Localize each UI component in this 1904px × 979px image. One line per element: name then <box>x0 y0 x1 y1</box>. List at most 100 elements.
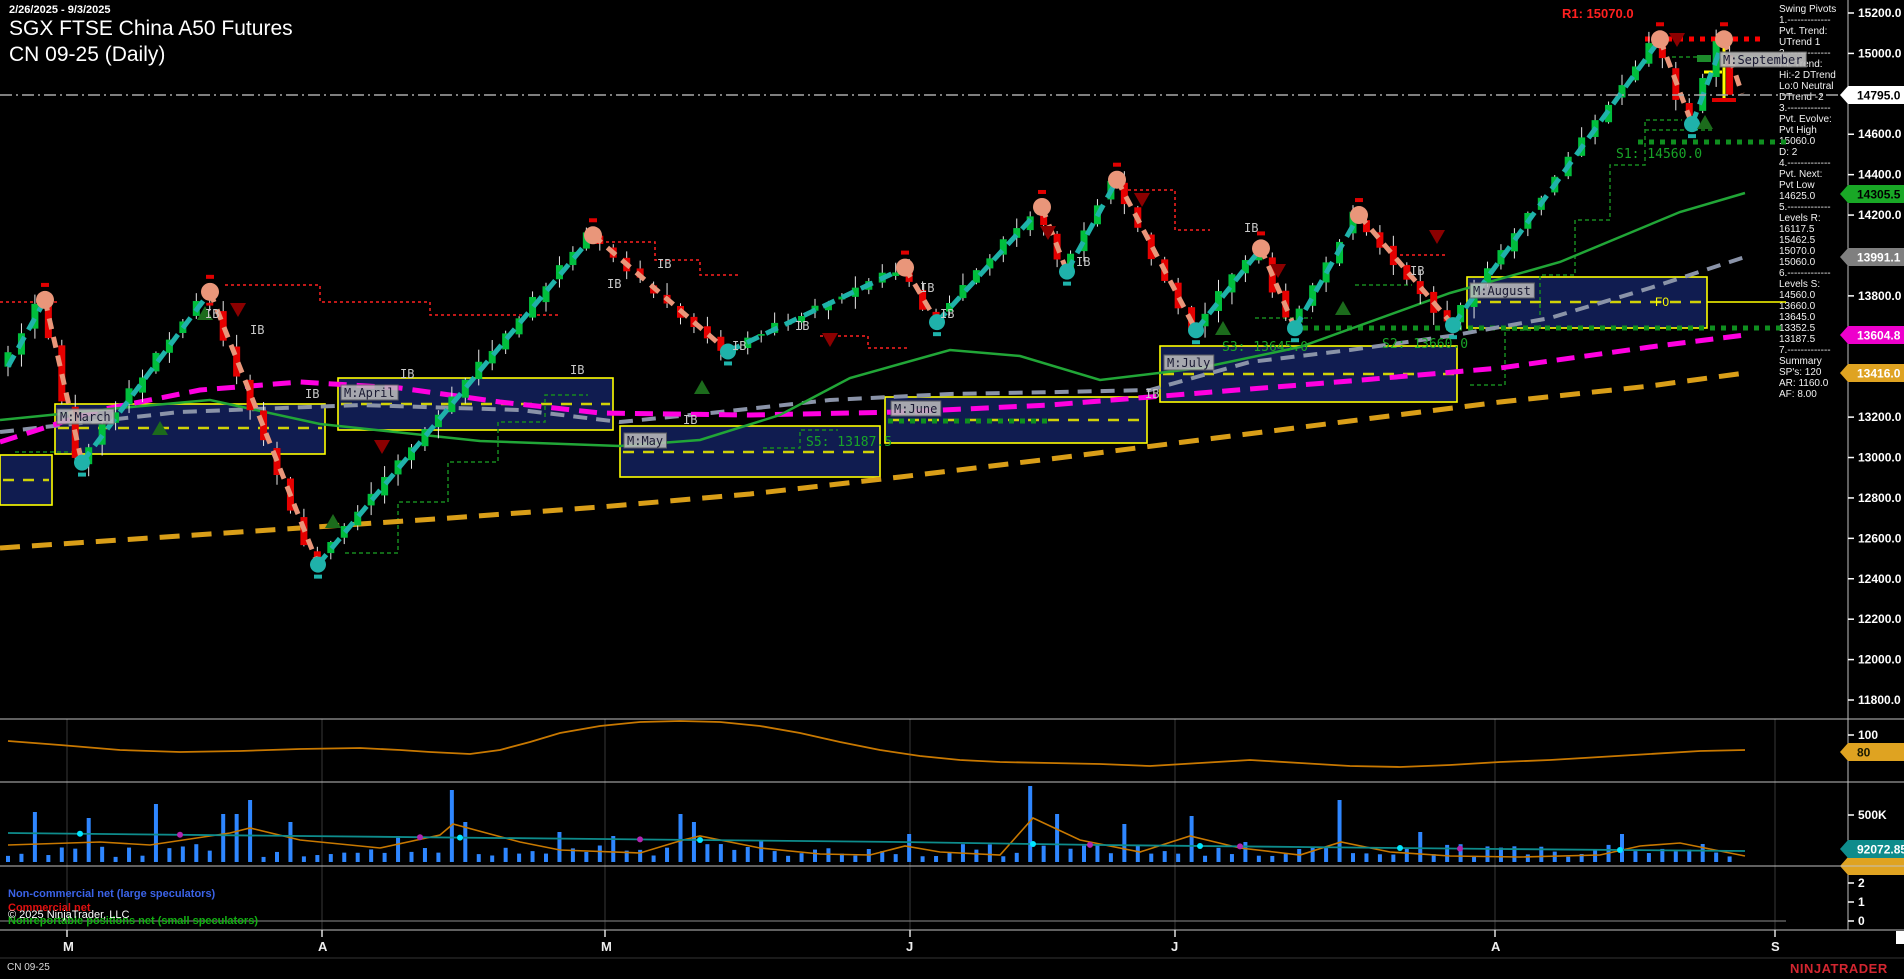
upswing-line <box>935 205 1044 324</box>
level-label: S2: 13660.0 <box>1382 337 1468 352</box>
oi-dot-cyan <box>1197 843 1203 849</box>
price-marker-box <box>1840 743 1904 761</box>
volume-bar <box>530 851 535 862</box>
ib-label: IB <box>1145 387 1159 401</box>
candle-body <box>1215 291 1222 311</box>
pivot-low-marker <box>1059 263 1075 280</box>
candle-body <box>152 352 160 372</box>
axis-tick-label: 13800.0 <box>1858 289 1902 303</box>
ib-label: IB <box>400 367 414 381</box>
candle-body <box>488 351 496 364</box>
pivot-low-marker <box>310 556 326 573</box>
ma-green <box>0 191 1746 448</box>
pivot-high-marker <box>584 226 602 245</box>
level-label: S3: 13645.0 <box>1222 340 1308 355</box>
candle-body <box>125 388 133 405</box>
ib-label: IB <box>795 319 809 333</box>
candle-body <box>98 424 106 445</box>
month-zone-label: M:June <box>894 402 937 416</box>
signal-triangles-layer <box>152 33 1713 528</box>
volume-bar <box>100 846 105 862</box>
chart-title: SGX FTSE China A50 Futures <box>9 17 293 40</box>
volume-bar <box>1418 832 1423 862</box>
time-axis-label: S <box>1771 939 1780 954</box>
swing-pivots-line: 4.------------- <box>1779 158 1831 169</box>
candle-body <box>1645 43 1653 64</box>
swing-pivots-line: 15462.5 <box>1779 235 1816 246</box>
volume-bar <box>328 854 333 862</box>
pivot-high-marker <box>201 282 219 301</box>
volume-bar <box>1633 851 1638 862</box>
volume-bar <box>153 804 158 862</box>
time-axis-label: A <box>1491 939 1501 954</box>
swing-pivots-line: 7.------------- <box>1779 345 1831 356</box>
volume-bar <box>1660 848 1665 862</box>
axis-scroll-handle[interactable] <box>1896 931 1904 944</box>
candle-body <box>313 551 321 561</box>
ninjatrader-logo: NINJATRADER <box>1790 961 1888 976</box>
down-triangle-marker <box>1134 193 1150 207</box>
swing-pivots-line: Swing Pivots <box>1779 4 1837 15</box>
upswing-line <box>316 233 595 567</box>
axis-tick-label: 2 <box>1858 876 1865 890</box>
axis-layer: 15200.015000.014800.014600.014400.014200… <box>0 0 1904 931</box>
candle-body <box>165 339 173 353</box>
ib-label: IB <box>570 363 584 377</box>
candle-body <box>206 302 214 306</box>
volume-bar <box>584 851 589 862</box>
candle-body <box>1658 44 1666 59</box>
volume-bar <box>167 848 172 862</box>
up-triangle-marker <box>1335 301 1351 315</box>
candle-body <box>354 511 362 526</box>
candle-body <box>972 270 980 283</box>
candle-body <box>58 345 66 402</box>
volume-bar <box>678 814 683 862</box>
candle-body <box>1255 256 1263 261</box>
up-triangle-marker <box>197 306 213 320</box>
green-trail-line <box>1470 119 1682 386</box>
candle-body <box>273 448 281 475</box>
axis-tick-label: 12200.0 <box>1858 612 1902 626</box>
volume-bar <box>1068 848 1073 862</box>
pivot-low-marker <box>74 454 90 471</box>
candle-body <box>340 526 348 538</box>
upswing-line <box>726 265 907 354</box>
volume-bar <box>570 848 575 862</box>
volume-bar <box>476 854 481 862</box>
ib-label: IB <box>1410 264 1424 278</box>
downswing-line <box>1258 247 1298 330</box>
candle-body <box>824 303 832 311</box>
legend-commercial-net: Commercial net <box>8 902 91 914</box>
upswing-line <box>1194 246 1263 332</box>
month-zone-label-bg <box>1163 354 1215 371</box>
volume-bar <box>86 818 91 862</box>
month-zone-label-bg <box>890 400 942 417</box>
volume-bar <box>1579 854 1584 862</box>
downswing-line <box>42 299 85 464</box>
month-zone-label: M:August <box>1473 284 1531 298</box>
chart-labels-layer: M:March M:April M:May M:June M:July M:August M… <box>56 6 1807 450</box>
swing-pivots-line: 13352.5 <box>1779 323 1816 334</box>
volume-bar <box>651 855 656 862</box>
swing-pivots-line: 13645.0 <box>1779 312 1816 323</box>
volume-bar <box>342 852 347 862</box>
axis-tick-label: 13200.0 <box>1858 410 1902 424</box>
month-zone-label-september: M:September <box>1723 53 1802 67</box>
downswing-line <box>902 266 940 324</box>
volume-bar <box>127 847 132 862</box>
swing-pivots-line: SP's: 120 <box>1779 367 1822 378</box>
volume-bar <box>799 853 804 862</box>
volume-bar <box>1162 851 1167 862</box>
volume-bar <box>544 853 548 862</box>
downswing-line <box>1114 178 1199 332</box>
volume-bar <box>1673 851 1678 862</box>
instrument-tab[interactable]: CN 09-25 <box>7 962 50 973</box>
f0-label: F0 <box>1655 295 1669 309</box>
pivot-high-marker <box>1108 170 1126 189</box>
month-zone-label: M:July <box>1167 356 1210 370</box>
candle-body <box>946 303 953 312</box>
pivot-high-marker <box>1350 206 1368 225</box>
price-marker-box <box>1840 185 1904 203</box>
volume-bar <box>987 844 992 862</box>
